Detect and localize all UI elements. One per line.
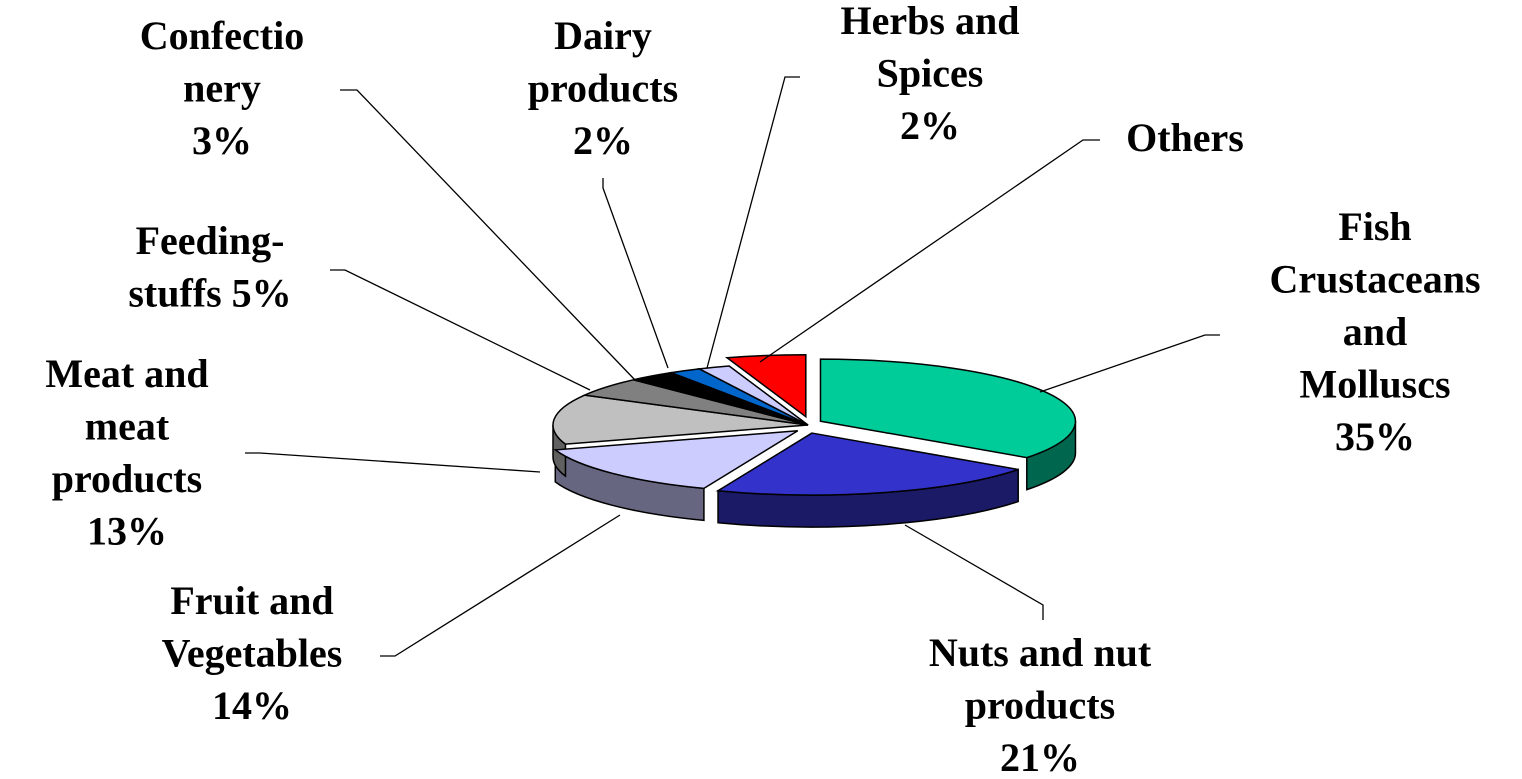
category-label: Meat and [45,351,208,396]
category-label: Confectio [140,13,304,58]
category-label: stuffs [128,271,221,316]
leader-line [1039,334,1220,393]
slice [819,358,1077,459]
category-label: and [1343,309,1408,354]
value-label: 35% [1335,414,1415,459]
slice [715,432,1019,496]
category-label: products [965,683,1115,728]
category-label: Dairy [554,13,652,58]
category-label: products [528,66,678,111]
value-label: 2% [900,103,960,148]
category-label: nery [183,66,261,111]
leader-line [706,76,800,369]
slice [724,353,807,419]
leader-line [330,269,591,391]
leader-line [904,524,1044,620]
value-label: 21% [1000,735,1080,779]
category-label: Fish [1338,204,1411,249]
category-label: meat [85,404,170,449]
value-label: 13% [87,509,167,554]
category-label: products [52,456,202,501]
category-label: Molluscs [1299,362,1450,407]
slice [552,394,809,445]
leader-line [759,139,1100,363]
leader-line [380,514,621,657]
category-label: Fruit and [170,578,333,623]
value-label: 5% [232,271,292,316]
category-label: Crustaceans [1269,257,1480,302]
leader-line [602,178,669,369]
slice [553,430,799,490]
category-label: Others [1126,115,1244,160]
value-label: 14% [212,683,292,728]
category-label: Nuts and nut [929,630,1152,675]
leader-line [245,452,541,473]
category-label: Vegetables [162,631,343,676]
value-label: 3% [192,118,252,163]
slice-label: stuffs 5% [128,271,291,316]
leader-line [340,89,636,381]
pie-tops [552,353,1077,496]
category-label: Feeding- [136,218,285,263]
category-label: Herbs and [841,0,1020,43]
category-label: Spices [877,51,984,96]
slice [696,365,809,426]
value-label: 2% [573,118,633,163]
